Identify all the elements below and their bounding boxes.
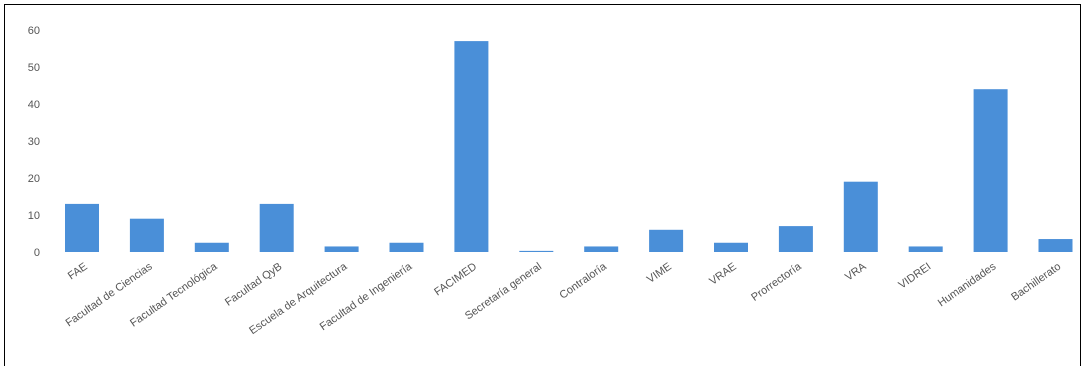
bar: [908, 246, 943, 252]
x-tick-label: Contraloría: [557, 260, 609, 302]
y-axis: 0 10 20 30 40 50 60: [28, 25, 40, 259]
y-tick-label: 40: [28, 99, 40, 111]
bar: [194, 242, 229, 252]
x-tick-label: VIME: [645, 261, 674, 286]
x-tick-label: Humanidades: [936, 260, 999, 309]
bar: [973, 89, 1008, 252]
y-tick-label: 30: [28, 136, 40, 148]
bar: [65, 203, 99, 252]
bar: [649, 229, 684, 252]
y-tick-label: 60: [28, 25, 40, 37]
bars: [65, 41, 1073, 252]
x-tick-label: VRA: [843, 260, 869, 283]
bar: [519, 250, 554, 252]
x-tick-label: Facultad QyB: [223, 261, 284, 309]
x-tick-label: Bachillerato: [1009, 261, 1063, 304]
x-tick-label: Prorrectoría: [749, 260, 804, 304]
bar: [259, 203, 294, 252]
y-tick-label: 10: [28, 210, 40, 222]
x-tick-label: FACIMED: [432, 261, 479, 299]
y-tick-label: 50: [28, 62, 40, 74]
bar: [714, 242, 748, 252]
chart-frame: [4, 4, 1081, 366]
y-tick-label: 0: [34, 247, 40, 259]
bar: [389, 242, 424, 252]
bar: [129, 218, 164, 252]
bar: [843, 181, 878, 252]
bar: [454, 41, 489, 252]
x-tick-label: VIDREI: [896, 261, 933, 292]
bar: [324, 246, 359, 252]
bar: [1038, 239, 1073, 252]
x-tick-label: VRAE: [707, 261, 738, 288]
bar: [584, 246, 619, 252]
bar: [778, 226, 813, 252]
y-tick-label: 20: [28, 173, 40, 185]
x-tick-label: FAE: [66, 261, 90, 283]
